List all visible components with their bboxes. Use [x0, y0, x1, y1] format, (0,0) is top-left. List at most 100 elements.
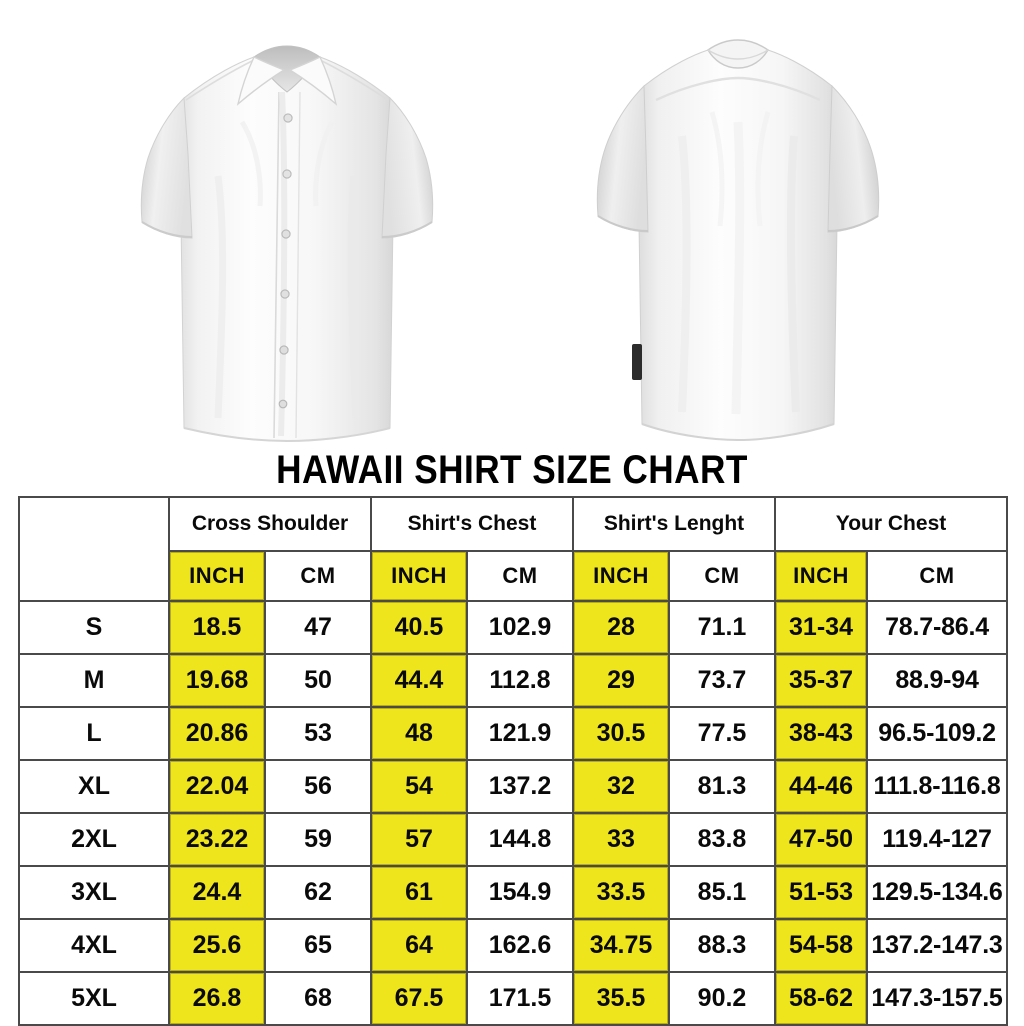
group-header-your-chest: Your Chest [774, 496, 1009, 552]
unit-header-cm-shirts-lenght: CM [667, 550, 777, 602]
size-column-header [18, 496, 170, 602]
table-body: S 18.5 47 40.5 102.9 28 71.1 31-34 78.7-86.4 M 19.… [18, 600, 1009, 1026]
table-row: M 19.68 50 44.4 112.8 29 73.7 35-37 88.9-94 [18, 653, 1009, 708]
unit-header-cm-your-chest: CM [866, 550, 1009, 602]
measurement-cell: 44.4 [370, 653, 468, 708]
measurement-cell: 32 [572, 759, 670, 814]
product-image-strip [0, 0, 1024, 446]
measurement-cell: 23.22 [168, 812, 266, 867]
measurement-cell: 19.68 [168, 653, 266, 708]
measurement-cell: 38-43 [774, 706, 869, 761]
measurement-cell: 33 [572, 812, 670, 867]
measurement-cell: 54-58 [774, 918, 869, 973]
shirt-front-view [122, 26, 452, 446]
group-header-cross-shoulder: Cross Shoulder [168, 496, 372, 552]
measurement-cell: 44-46 [774, 759, 869, 814]
measurement-cell: 102.9 [466, 600, 574, 655]
shirt-back-illustration [596, 39, 880, 442]
measurement-cell: 96.5-109.2 [866, 706, 1009, 761]
measurement-cell: 54 [370, 759, 468, 814]
measurement-cell: 24.4 [168, 865, 266, 920]
measurement-cell: 67.5 [370, 971, 468, 1026]
measurement-cell: 57 [370, 812, 468, 867]
measurement-cell: 85.1 [667, 865, 777, 920]
size-label: 4XL [18, 918, 170, 973]
size-label: M [18, 653, 170, 708]
shirt-button [282, 169, 292, 179]
measurement-cell: 154.9 [466, 865, 574, 920]
unit-header-inch-shirts-chest: INCH [370, 550, 468, 602]
measurement-cell: 121.9 [466, 706, 574, 761]
size-chart-container: Cross Shoulder Shirt's Chest Shirt's Len… [18, 496, 1009, 1026]
shirt-button [283, 113, 293, 123]
measurement-cell: 56 [264, 759, 372, 814]
measurement-cell: 40.5 [370, 600, 468, 655]
measurement-cell: 25.6 [168, 918, 266, 973]
group-header-shirts-chest: Shirt's Chest [370, 496, 574, 552]
measurement-cell: 78.7-86.4 [866, 600, 1009, 655]
unit-header-inch-cross-shoulder: INCH [168, 550, 266, 602]
size-label: 5XL [18, 971, 170, 1026]
measurement-cell: 64 [370, 918, 468, 973]
measurement-cell: 73.7 [667, 653, 777, 708]
shirt-back-view [572, 26, 902, 446]
measurement-cell: 90.2 [667, 971, 777, 1026]
page-title: HAWAII SHIRT SIZE CHART [276, 448, 748, 492]
table-row: 2XL 23.22 59 57 144.8 33 83.8 47-50 119.4-127 [18, 812, 1009, 867]
size-label: S [18, 600, 170, 655]
measurement-cell: 61 [370, 865, 468, 920]
measurement-cell: 112.8 [466, 653, 574, 708]
shirt-button [281, 229, 291, 239]
measurement-cell: 137.2-147.3 [866, 918, 1009, 973]
measurement-cell: 47 [264, 600, 372, 655]
measurement-cell: 129.5-134.6 [866, 865, 1009, 920]
measurement-cell: 35.5 [572, 971, 670, 1026]
measurement-cell: 147.3-157.5 [866, 971, 1009, 1026]
measurement-cell: 34.75 [572, 918, 670, 973]
measurement-cell: 88.9-94 [866, 653, 1009, 708]
measurement-cell: 29 [572, 653, 670, 708]
shirt-front-illustration [140, 45, 434, 443]
size-label: L [18, 706, 170, 761]
unit-header-cm-cross-shoulder: CM [264, 550, 372, 602]
group-header-shirts-lenght: Shirt's Lenght [571, 496, 777, 552]
unit-header-inch-shirts-lenght: INCH [572, 550, 670, 602]
table-head: Cross Shoulder Shirt's Chest Shirt's Len… [18, 496, 1009, 602]
measurement-cell: 48 [370, 706, 468, 761]
measurement-cell: 31-34 [774, 600, 869, 655]
size-label: 2XL [18, 812, 170, 867]
measurement-cell: 33.5 [572, 865, 670, 920]
size-chart-table: Cross Shoulder Shirt's Chest Shirt's Len… [18, 496, 1009, 1026]
measurement-cell: 58-62 [774, 971, 869, 1026]
measurement-cell: 28 [572, 600, 670, 655]
measurement-cell: 53 [264, 706, 372, 761]
measurement-cell: 30.5 [572, 706, 670, 761]
measurement-cell: 71.1 [667, 600, 777, 655]
measurement-cell: 26.8 [168, 971, 266, 1026]
size-label: 3XL [18, 865, 170, 920]
measurement-cell: 81.3 [667, 759, 777, 814]
measurement-cell: 65 [264, 918, 372, 973]
measurement-cell: 50 [264, 653, 372, 708]
table-row: XL 22.04 56 54 137.2 32 81.3 44-46 111.8-116.8 [18, 759, 1009, 814]
measurement-cell: 47-50 [774, 812, 869, 867]
measurement-cell: 59 [264, 812, 372, 867]
unit-header-cm-shirts-chest: CM [466, 550, 574, 602]
table-row: 4XL 25.6 65 64 162.6 34.75 88.3 54-58 137.2-147.… [18, 918, 1009, 973]
brand-tag [632, 344, 642, 380]
measurement-cell: 162.6 [466, 918, 574, 973]
size-label: XL [18, 759, 170, 814]
measurement-cell: 20.86 [168, 706, 266, 761]
shirt-button [280, 289, 290, 299]
measurement-cell: 18.5 [168, 600, 266, 655]
measurement-cell: 137.2 [466, 759, 574, 814]
shirt-button [279, 345, 289, 355]
measurement-cell: 68 [264, 971, 372, 1026]
measurement-group-row: Cross Shoulder Shirt's Chest Shirt's Len… [18, 496, 1009, 602]
measurement-cell: 83.8 [667, 812, 777, 867]
measurement-cell: 62 [264, 865, 372, 920]
unit-header-inch-your-chest: INCH [774, 550, 869, 602]
measurement-cell: 51-53 [774, 865, 869, 920]
measurement-cell: 88.3 [667, 918, 777, 973]
measurement-cell: 119.4-127 [866, 812, 1009, 867]
